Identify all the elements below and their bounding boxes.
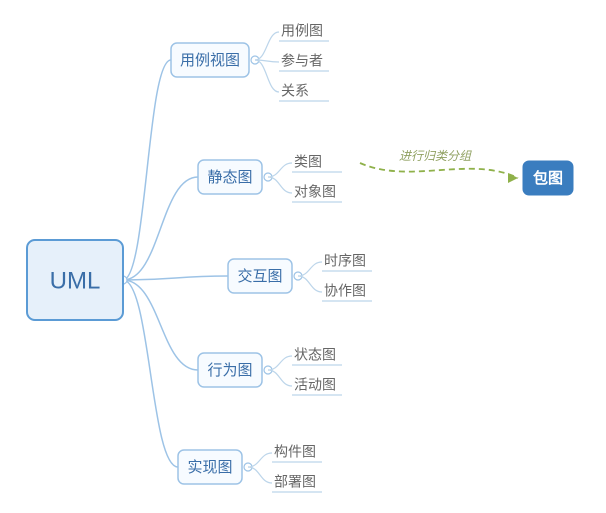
- dashed-edge: [360, 163, 518, 178]
- edge-usecase-view-usecase-diagram: [255, 32, 279, 60]
- usecase-view: 用例视图: [171, 43, 249, 77]
- interaction-diagram: 交互图: [228, 259, 292, 293]
- relation: 关系: [281, 83, 309, 99]
- edge-usecase-view-relation: [255, 60, 279, 92]
- state-diagram: 状态图: [294, 347, 336, 363]
- sequence-diagram-label: 时序图: [324, 253, 366, 269]
- edge-root-interaction-diagram: [123, 276, 228, 280]
- deployment-diagram-label: 部署图: [274, 474, 316, 490]
- package-diagram-label: 包图: [533, 169, 563, 187]
- usecase-diagram: 用例图: [281, 23, 323, 39]
- edge-root-implementation-diagram: [123, 280, 178, 467]
- edge-root-usecase-view: [123, 60, 171, 280]
- sequence-diagram: 时序图: [324, 253, 366, 269]
- component-diagram-label: 构件图: [274, 444, 316, 460]
- dashed-edge-label: 进行归类分组: [399, 149, 472, 163]
- mindmap-canvas: 用例图参与者关系类图对象图时序图协作图状态图活动图构件图部署图 进行归类分组 UML…: [0, 0, 606, 513]
- component-diagram: 构件图: [274, 444, 316, 460]
- object-diagram: 对象图: [294, 184, 336, 200]
- root-label: UML: [50, 267, 101, 294]
- interaction-diagram-label: 交互图: [237, 267, 282, 285]
- relation-label: 关系: [281, 83, 309, 99]
- static-diagram: 静态图: [198, 160, 262, 194]
- usecase-view-label: 用例视图: [180, 52, 240, 69]
- class-diagram: 类图: [294, 154, 322, 170]
- collaboration-diagram: 协作图: [324, 283, 366, 299]
- collaboration-diagram-label: 协作图: [324, 283, 366, 299]
- actor: 参与者: [281, 53, 323, 69]
- root-node: UML: [27, 240, 123, 320]
- activity-diagram-label: 活动图: [294, 377, 336, 393]
- implementation-diagram: 实现图: [178, 450, 242, 484]
- behavior-diagram: 行为图: [198, 353, 262, 387]
- edge-root-static-diagram: [123, 177, 198, 280]
- package-diagram: 包图: [523, 161, 573, 195]
- dashed-edge-arrow: [508, 173, 518, 183]
- implementation-diagram-label: 实现图: [187, 459, 232, 476]
- behavior-diagram-label: 行为图: [207, 362, 252, 379]
- deployment-diagram: 部署图: [274, 474, 316, 490]
- usecase-diagram-label: 用例图: [281, 23, 323, 39]
- state-diagram-label: 状态图: [294, 347, 336, 363]
- static-diagram-label: 静态图: [207, 169, 252, 186]
- object-diagram-label: 对象图: [294, 184, 336, 200]
- activity-diagram: 活动图: [294, 377, 336, 393]
- actor-label: 参与者: [281, 53, 323, 69]
- class-diagram-label: 类图: [294, 154, 322, 170]
